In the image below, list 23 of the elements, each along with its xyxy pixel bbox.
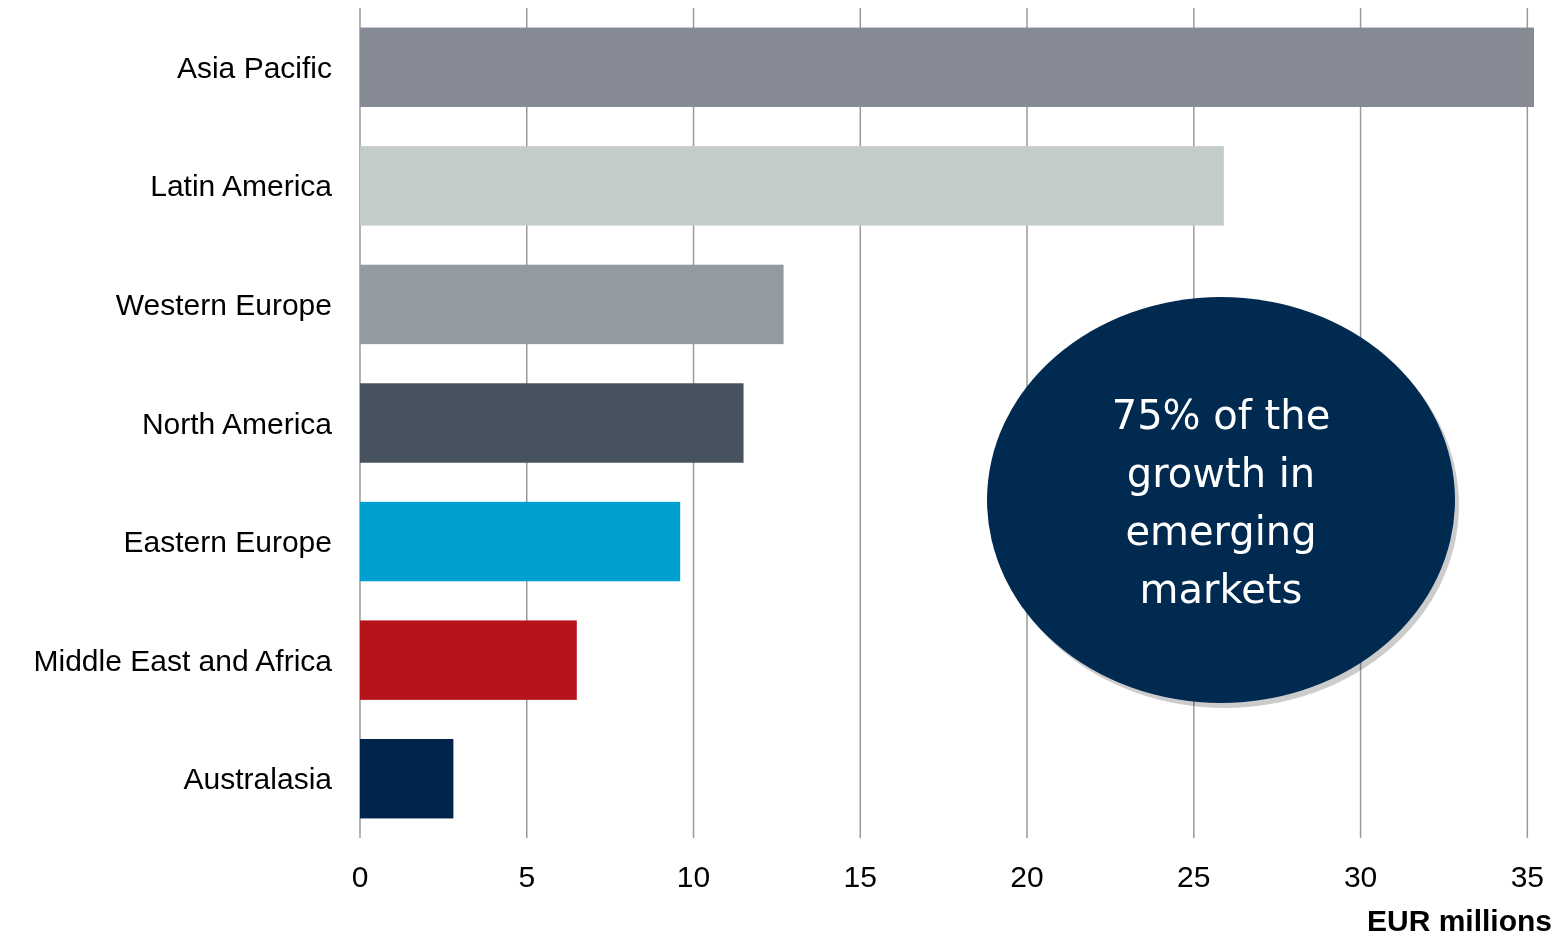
bar [360,27,1534,108]
x-tick-label: 15 [843,859,877,893]
x-tick-label: 20 [1010,859,1044,893]
y-tick-label: North America [141,406,333,440]
bar [360,383,744,463]
bar [360,738,454,819]
x-tick-label: 35 [1510,859,1545,893]
y-tick-label: Middle East and Africa [33,643,333,677]
y-tick-label: Eastern Europe [123,525,332,559]
x-tick-label: 10 [676,859,711,893]
y-tick-label: Australasia [183,762,333,796]
annotation: 75% of the growth in emerging markets [1111,392,1331,612]
bar [360,501,681,582]
x-axis-title: EUR millions [1366,903,1552,934]
x-tick-label: 30 [1343,859,1378,893]
y-tick-label: Asia Pacific [176,50,332,84]
x-tick-label: 5 [518,859,536,893]
x-tick-label: 25 [1177,859,1211,893]
x-tick-label: 0 [351,859,369,893]
y-tick-label: Latin America [150,169,333,203]
bar [360,620,577,700]
bar [360,146,1224,226]
y-tick-label: Western Europe [115,287,332,321]
